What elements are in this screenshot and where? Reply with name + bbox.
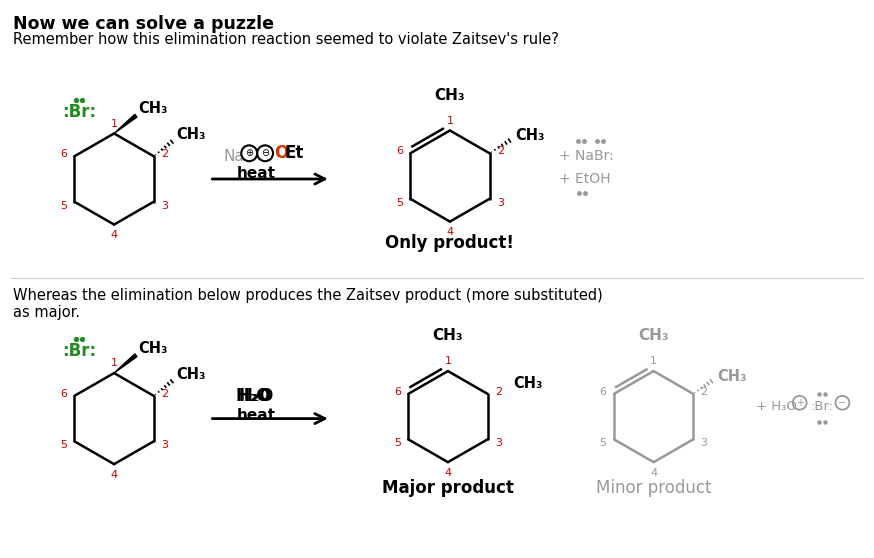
Text: 6: 6 xyxy=(600,387,607,397)
Text: 6: 6 xyxy=(396,146,403,156)
Text: Whereas the elimination below produces the Zaitsev product (more substituted)
as: Whereas the elimination below produces t… xyxy=(13,288,602,320)
Text: 3: 3 xyxy=(161,201,168,211)
Text: Remember how this elimination reaction seemed to violate Zaitsev's rule?: Remember how this elimination reaction s… xyxy=(13,32,558,47)
Text: Now we can solve a puzzle: Now we can solve a puzzle xyxy=(13,15,274,33)
Text: + EtOH: + EtOH xyxy=(559,172,611,186)
Text: 3: 3 xyxy=(495,439,502,448)
Text: CH₃: CH₃ xyxy=(177,127,206,142)
Text: 3: 3 xyxy=(701,439,708,448)
Text: 1: 1 xyxy=(447,116,454,126)
Text: :Br:: :Br: xyxy=(62,103,96,121)
Text: 4: 4 xyxy=(444,468,452,478)
Text: :Br:: :Br: xyxy=(810,400,834,413)
Text: ₂O: ₂O xyxy=(249,387,271,405)
Text: ⊖: ⊖ xyxy=(261,148,269,158)
Text: 5: 5 xyxy=(394,439,401,448)
Text: 1: 1 xyxy=(445,356,452,366)
Text: 2: 2 xyxy=(496,146,504,156)
Text: 4: 4 xyxy=(650,468,657,478)
Text: 3: 3 xyxy=(497,198,504,208)
Text: 2: 2 xyxy=(161,389,168,399)
Text: + NaBr:: + NaBr: xyxy=(559,149,614,163)
Text: 6: 6 xyxy=(60,149,67,159)
Text: 6: 6 xyxy=(60,389,67,399)
Text: 4: 4 xyxy=(110,230,118,240)
Text: 2: 2 xyxy=(495,387,502,397)
Text: −: − xyxy=(838,398,847,408)
Text: CH₃: CH₃ xyxy=(433,328,463,343)
Polygon shape xyxy=(114,354,137,373)
Text: 1: 1 xyxy=(650,356,657,366)
Text: 2: 2 xyxy=(161,149,168,159)
Text: heat: heat xyxy=(237,408,275,423)
Text: heat: heat xyxy=(237,166,275,181)
Text: Et: Et xyxy=(285,145,304,162)
Text: 4: 4 xyxy=(110,470,118,480)
Text: Minor product: Minor product xyxy=(596,479,711,497)
Text: Na: Na xyxy=(224,149,244,163)
Text: ⊕: ⊕ xyxy=(245,148,253,158)
Text: CH₃: CH₃ xyxy=(513,377,543,392)
Text: CH₃: CH₃ xyxy=(717,368,746,383)
Text: CH₃: CH₃ xyxy=(138,341,167,356)
Text: +: + xyxy=(795,398,804,408)
Text: 5: 5 xyxy=(600,439,607,448)
Text: + H₃O: + H₃O xyxy=(756,400,797,413)
Text: Only product!: Only product! xyxy=(385,234,515,252)
Text: 1: 1 xyxy=(111,358,118,368)
Text: CH₃: CH₃ xyxy=(516,128,545,143)
Polygon shape xyxy=(114,114,137,133)
Text: Major product: Major product xyxy=(382,479,514,497)
Text: H: H xyxy=(235,387,249,405)
Text: 5: 5 xyxy=(60,201,67,211)
Text: CH₃: CH₃ xyxy=(434,88,465,103)
Text: CH₃: CH₃ xyxy=(177,367,206,382)
Text: 3: 3 xyxy=(161,440,168,450)
Text: 1: 1 xyxy=(111,118,118,128)
Text: O: O xyxy=(274,145,288,162)
Text: 6: 6 xyxy=(394,387,401,397)
Text: 2: 2 xyxy=(701,387,708,397)
Text: H₂O: H₂O xyxy=(239,387,274,405)
Text: 4: 4 xyxy=(447,228,454,238)
Text: :Br:: :Br: xyxy=(62,342,96,360)
Text: CH₃: CH₃ xyxy=(138,101,167,116)
Text: CH₃: CH₃ xyxy=(638,328,669,343)
Text: 5: 5 xyxy=(396,198,403,208)
Text: 5: 5 xyxy=(60,440,67,450)
